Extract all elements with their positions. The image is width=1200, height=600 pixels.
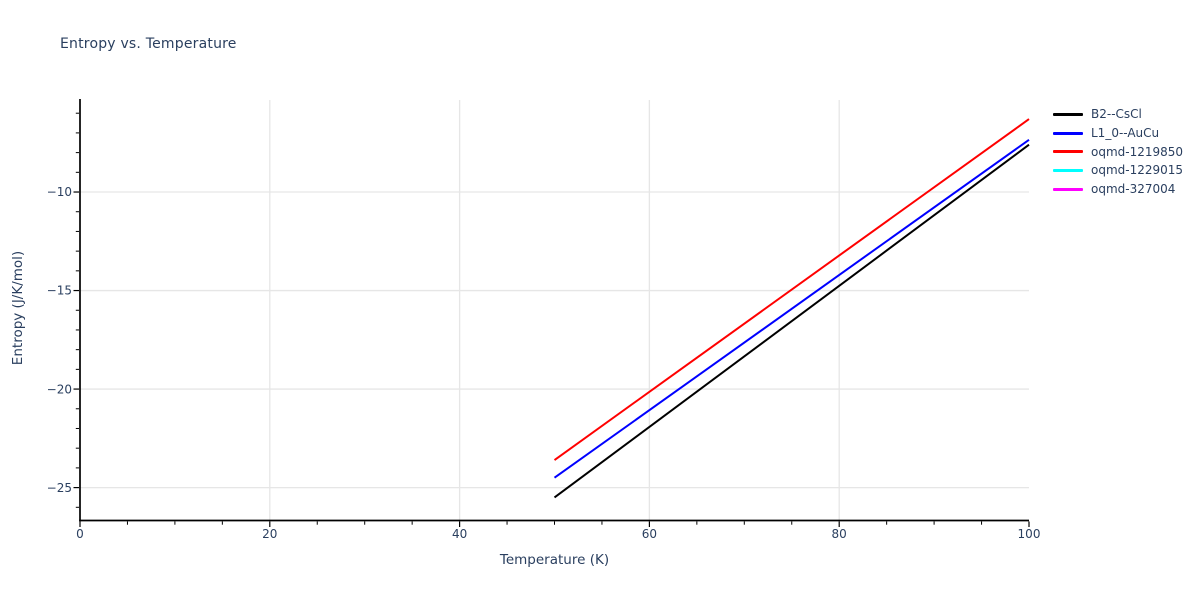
legend-label: oqmd-1229015 (1091, 163, 1184, 178)
legend-label: B2--CsCl (1091, 107, 1142, 122)
y-axis-label: Entropy (J/K/mol) (10, 250, 26, 366)
legend-line-swatch (1053, 168, 1083, 172)
chart-title: Entropy vs. Temperature (60, 36, 237, 52)
x-tick-label: 80 (832, 527, 847, 541)
legend-line-swatch (1053, 187, 1083, 191)
legend-item[interactable]: L1_0--AuCu (1053, 124, 1183, 143)
series-line-2 (553, 118, 1030, 461)
legend-line-swatch (1053, 150, 1083, 154)
x-tick-label: 20 (262, 527, 277, 541)
legend-label: oqmd-327004 (1091, 182, 1176, 197)
legend-label: L1_0--AuCu (1091, 126, 1160, 141)
series-line-1 (553, 138, 1030, 479)
legend-item[interactable]: oqmd-327004 (1053, 180, 1183, 199)
legend-line-swatch (1053, 131, 1083, 135)
legend-label: oqmd-1219850 (1091, 144, 1184, 159)
y-tick-label: −10 (47, 185, 72, 199)
legend-item[interactable]: oqmd-1219850 (1053, 142, 1183, 161)
x-tick-label: 40 (452, 527, 467, 541)
x-tick-label: 100 (1018, 527, 1041, 541)
legend: B2--CsCl L1_0--AuCu oqmd-1219850 oqmd-12290… (1053, 105, 1183, 198)
series-line-0 (553, 143, 1030, 499)
x-tick-label: 60 (642, 527, 657, 541)
x-axis-label: Temperature (K) (499, 552, 610, 568)
y-tick-label: −15 (47, 284, 72, 298)
x-tick-label: 0 (76, 527, 84, 541)
legend-item[interactable]: B2--CsCl (1053, 105, 1183, 124)
legend-line-swatch (1053, 112, 1083, 116)
legend-item[interactable]: oqmd-1229015 (1053, 161, 1183, 180)
y-tick-label: −20 (47, 382, 72, 396)
y-tick-label: −25 (47, 481, 72, 495)
